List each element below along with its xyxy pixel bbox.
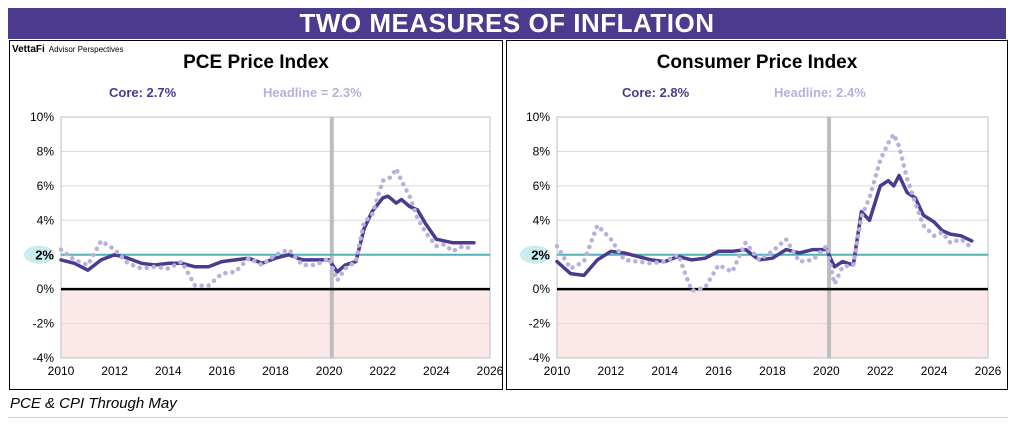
- pce-x-tick-label: 2016: [209, 364, 236, 378]
- footer-divider: [8, 417, 1008, 418]
- cpi-y-tick-label: -4%: [529, 351, 551, 365]
- cpi-x-tick-label: 2024: [921, 364, 948, 378]
- pce-x-tick-label: 2024: [423, 364, 450, 378]
- cpi-headline-label: Headline: 2.4%: [774, 85, 866, 100]
- cpi-y-tick-label: 6%: [533, 179, 551, 193]
- pce-y-tick-label: 6%: [37, 179, 55, 193]
- cpi-chart-panel: -4% -2% 0% 2% 4% 6% 8% 10% 2010 2012 2014 2016 2018 2…: [506, 40, 1008, 390]
- cpi-x-tick-label: 2010: [544, 364, 571, 378]
- pce-x-tick-label: 2026: [477, 364, 504, 378]
- pce-core-label: Core: 2.7%: [109, 85, 177, 100]
- pce-plot-frame: [60, 116, 491, 359]
- pce-y-tick-label: 8%: [37, 144, 55, 158]
- pce-y-tick-label: -4%: [33, 351, 55, 365]
- cpi-x-tick-label: 2026: [975, 364, 1002, 378]
- cpi-target-highlight: [520, 245, 550, 264]
- pce-x-tick-label: 2012: [101, 364, 128, 378]
- cpi-x-tick-label: 2018: [759, 364, 786, 378]
- cpi-headline-series-line: [554, 131, 975, 294]
- pce-y-tick-label: 4%: [37, 213, 55, 227]
- cpi-y-tick-label: -2%: [529, 317, 551, 331]
- pce-y-tick-label: 0%: [37, 282, 55, 296]
- pce-x-tick-label: 2018: [262, 364, 289, 378]
- brand-tag: Advisor Perspectives: [48, 45, 124, 54]
- pce-chart: -4% -2% 0% 2% 4% 6% 8% 10% 2010 2012 2014 2016 2018 2…: [24, 110, 504, 378]
- pce-x-tick-label: 2022: [369, 364, 396, 378]
- cpi-core-label: Core: 2.8%: [622, 85, 690, 100]
- cpi-x-tick-label: 2012: [598, 364, 625, 378]
- cpi-y-tick-label: 10%: [526, 110, 550, 124]
- pce-chart-panel: -4% -2% 0% 2% 4% 6% 8% 10% 2010 2012 2014 2016 2018 2…: [9, 40, 504, 390]
- cpi-chart: -4% -2% 0% 2% 4% 6% 8% 10% 2010 2012 2014 2016 2018 2…: [520, 110, 1002, 378]
- cpi-core-series-line: [555, 173, 974, 278]
- banner-title: TWO MEASURES OF INFLATION: [8, 8, 1006, 39]
- cpi-x-tick-label: 2020: [813, 364, 840, 378]
- cpi-x-tick-label: 2016: [705, 364, 732, 378]
- brand-name: VettaFi: [12, 44, 45, 55]
- cpi-chart-title: Consumer Price Index: [656, 52, 858, 73]
- pce-y-tick-label: 10%: [30, 110, 54, 124]
- footer-note: PCE & CPI Through May: [10, 395, 177, 412]
- brand-logo: VettaFi Advisor Perspectives: [12, 44, 124, 55]
- pce-y-tick-label: -2%: [33, 317, 55, 331]
- cpi-y-tick-label: 4%: [533, 213, 551, 227]
- cpi-x-tick-label: 2022: [867, 364, 894, 378]
- pce-target-label: 2%: [35, 248, 54, 263]
- cpi-plot-frame: [556, 116, 989, 359]
- cpi-x-tick-label: 2014: [651, 364, 678, 378]
- pce-chart-title: PCE Price Index: [183, 52, 329, 73]
- pce-headline-series-line: [58, 166, 477, 288]
- cpi-target-label: 2%: [531, 248, 550, 263]
- pce-x-tick-label: 2014: [155, 364, 182, 378]
- pce-headline-label: Headline = 2.3%: [263, 85, 362, 100]
- pce-target-highlight: [24, 245, 54, 264]
- cpi-y-tick-label: 8%: [533, 144, 551, 158]
- pce-x-tick-label: 2020: [316, 364, 343, 378]
- pce-x-tick-label: 2010: [48, 364, 75, 378]
- cpi-y-tick-label: 0%: [533, 282, 551, 296]
